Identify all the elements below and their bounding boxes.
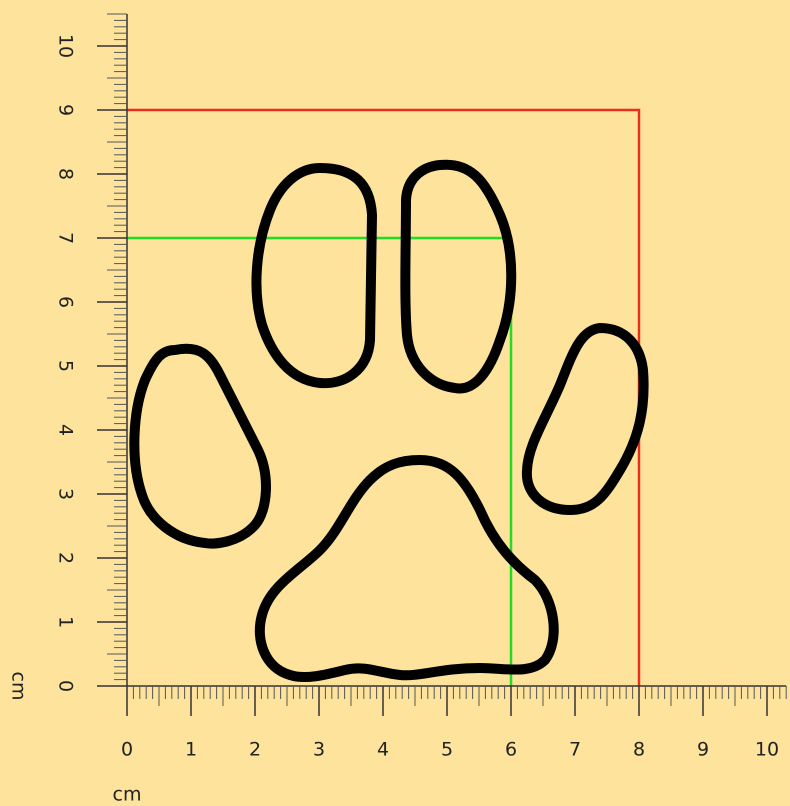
y-tick-label: 3	[55, 488, 77, 500]
y-tick-label: 2	[55, 552, 77, 564]
y-tick-label: 6	[55, 296, 77, 308]
x-tick-label: 8	[633, 739, 645, 761]
y-tick-label: 0	[55, 680, 77, 692]
ruler-figure: 0 0 1 1 2 2 3 3 4 4 5 5 6 6 7 7 8 8 9 9 10 10 cm cm	[0, 0, 790, 806]
y-tick-label: 1	[55, 616, 77, 628]
x-unit: cm	[113, 784, 142, 806]
x-tick-label: 1	[185, 739, 197, 761]
x-tick-label: 0	[121, 739, 133, 761]
y-unit: cm	[8, 672, 30, 701]
y-tick-label: 8	[55, 168, 77, 180]
y-tick-label: 7	[55, 232, 77, 244]
x-tick-label: 3	[313, 739, 325, 761]
x-tick-label: 7	[569, 739, 581, 761]
x-tick-label: 4	[377, 739, 389, 761]
y-tick-label: 9	[55, 104, 77, 116]
x-tick-label: 9	[697, 739, 709, 761]
x-tick-label: 6	[505, 739, 517, 761]
y-tick-label: 5	[55, 360, 77, 372]
x-tick-label: 2	[249, 739, 261, 761]
y-tick-label: 10	[55, 34, 77, 58]
y-tick-label: 4	[55, 424, 77, 436]
x-tick-label: 5	[441, 739, 453, 761]
background	[0, 0, 790, 806]
x-tick-label: 10	[755, 739, 779, 761]
